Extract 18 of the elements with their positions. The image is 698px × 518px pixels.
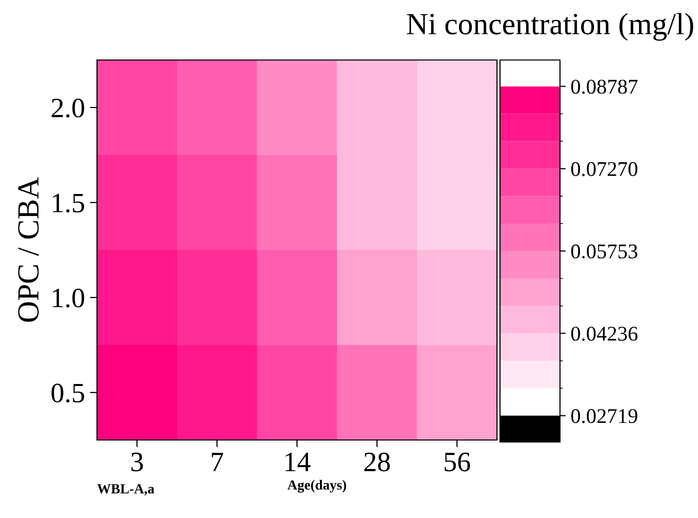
y-tick-label: 1.5 xyxy=(52,194,84,213)
chart-title: Ni concentration (mg/l) xyxy=(406,12,694,41)
color-bar-label: 0.08787 xyxy=(571,80,638,94)
x-tick-label: 3 xyxy=(131,452,143,472)
x-tick-label: 56 xyxy=(444,452,470,472)
y-tick-label: 1.0 xyxy=(52,288,84,308)
y-tick-label: 2.0 xyxy=(52,98,84,118)
x-axis-title: Age(days) xyxy=(287,480,346,493)
y-axis-title: OPC / CBA xyxy=(18,177,39,322)
color-bar-label: 0.04236 xyxy=(571,326,638,341)
x-tick-label: 7 xyxy=(212,452,224,472)
color-bar-label: 0.05753 xyxy=(571,244,638,259)
y-tick-label: 0.5 xyxy=(52,384,84,403)
text: WBL-A,a xyxy=(97,484,154,496)
color-bar-label: 0.07270 xyxy=(571,162,638,176)
x-tick-label: 28 xyxy=(364,452,390,472)
color-bar-label: 0.02719 xyxy=(571,409,638,424)
x-tick-label: 14 xyxy=(286,452,310,472)
